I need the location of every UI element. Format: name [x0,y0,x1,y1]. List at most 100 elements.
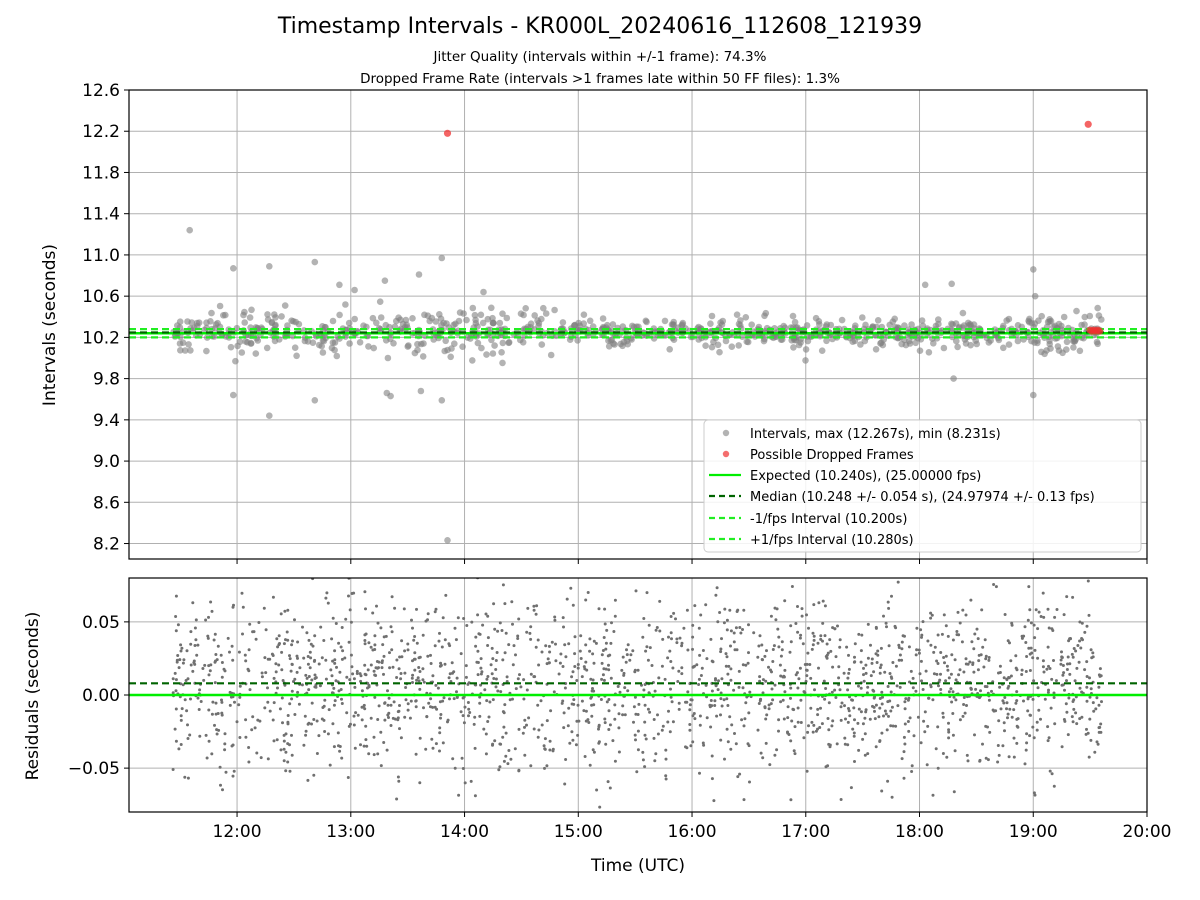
residual-point [295,670,299,674]
residual-point [621,655,625,659]
residual-point [612,630,616,633]
interval-point [1058,322,1065,330]
residual-point [758,675,762,679]
residual-point [339,688,343,691]
interval-point [1043,347,1050,354]
residual-point [812,603,816,607]
residual-point [324,677,328,681]
residual-point [207,708,211,712]
residual-point [643,720,647,724]
residual-point [592,661,596,665]
residual-point [799,633,803,637]
residual-point [367,569,370,572]
residual-point [643,733,647,737]
residual-point [175,660,179,664]
interval-point [184,318,191,325]
residual-point [494,668,498,671]
interval-point [815,318,823,325]
residual-point [730,723,734,727]
residual-point [810,647,814,651]
residual-point [255,751,259,755]
residual-point [418,781,422,785]
residual-point [658,599,662,603]
residual-point [360,689,364,693]
residual-point [301,625,304,629]
residual-point [286,760,290,764]
residual-point [830,690,834,694]
residual-point [330,637,334,641]
interval-point [538,341,546,348]
residual-point [720,677,724,681]
residual-point [1071,720,1075,724]
residual-point [472,722,476,726]
residual-point [625,648,628,652]
residual-point [951,638,955,642]
residual-point [714,677,717,681]
residual-point [886,600,890,604]
residual-point [333,661,337,665]
residual-point [396,775,400,779]
interval-point [336,281,343,289]
residual-point [207,615,210,619]
residual-point [317,662,321,666]
residual-point [459,652,463,656]
interval-point [748,321,755,329]
residual-point [1046,645,1050,649]
residual-point [902,735,906,739]
interval-point [1038,348,1045,356]
residual-point [669,695,673,699]
residual-point [725,618,729,622]
residual-point [834,696,838,699]
residual-point [1099,722,1103,726]
residual-point [193,626,197,630]
interval-point [390,340,397,347]
residual-point [602,636,606,639]
interval-point [1063,338,1071,346]
residual-point [174,629,178,633]
residual-point [604,647,608,651]
residual-point [992,583,996,586]
residual-point [395,658,399,662]
residual-point [974,687,978,691]
residual-point [645,591,649,595]
interval-point [852,322,859,330]
residual-point [1060,650,1063,654]
residual-point [972,670,976,674]
residual-point [206,636,210,640]
residual-point [550,640,554,644]
residual-point [570,675,574,679]
residual-point [548,650,552,654]
residual-point [356,713,360,717]
residual-point [1046,607,1050,611]
y-tick-label: 11.8 [82,163,120,183]
residual-point [831,665,835,669]
residual-point [381,643,385,647]
residual-point [1027,585,1031,589]
residual-point [919,741,923,745]
residual-point [927,696,931,700]
residual-point [940,632,944,636]
residual-point [1012,736,1016,740]
residual-point [288,654,291,658]
residual-point [517,727,521,731]
residual-point [562,625,565,629]
residual-point [272,676,276,680]
residual-point [264,628,268,632]
residual-point [484,732,488,736]
residual-point [403,649,407,653]
residual-point [664,774,668,778]
residual-point [416,676,420,680]
residual-point [828,743,832,747]
y-tick-label: 10.6 [82,287,120,307]
residual-point [958,668,962,672]
residual-point [789,798,793,802]
residual-point [183,698,187,702]
residual-point [385,748,389,752]
residual-point [644,737,648,741]
residual-point [631,649,635,653]
residual-point [320,717,324,721]
residual-point [322,639,326,642]
residual-point [372,753,376,757]
residual-point [352,677,356,681]
residual-point [433,610,437,614]
